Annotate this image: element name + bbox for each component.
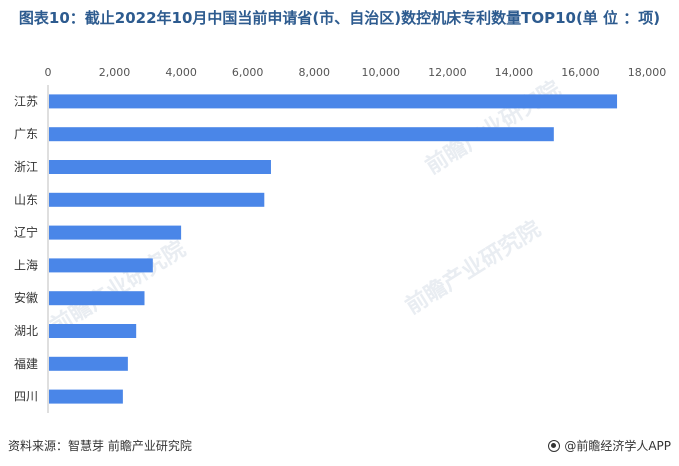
x-tick-label: 14,000 <box>495 66 534 79</box>
bar-chart: 0 2,000 4,000 6,000 8,000 10,000 12,000 14,000 1… <box>14 66 667 413</box>
y-category-label: 山东 <box>14 193 38 207</box>
y-category-label: 福建 <box>14 356 38 371</box>
bar <box>49 356 128 371</box>
bar <box>49 258 153 273</box>
bar <box>49 389 123 404</box>
y-category-label: 广东 <box>14 127 38 141</box>
bar <box>49 291 145 306</box>
x-tick-label: 8,000 <box>298 66 330 79</box>
bar <box>49 192 265 207</box>
x-tick-label: 16,000 <box>561 66 600 79</box>
brand-logo-icon <box>548 439 561 452</box>
x-tick-label: 10,000 <box>362 66 401 79</box>
y-category-label: 上海 <box>14 257 38 272</box>
y-category-label: 浙江 <box>14 160 38 174</box>
x-tick-label: 18,000 <box>628 66 667 79</box>
chart-title: 图表10：截止2022年10月中国当前申请省(市、自治区)数控机床专利数量TOP… <box>18 9 661 27</box>
y-category-label: 四川 <box>14 390 38 404</box>
y-category-label: 安徽 <box>14 290 38 305</box>
y-category-label: 辽宁 <box>14 225 38 240</box>
bar <box>49 160 271 174</box>
x-tick-label: 2,000 <box>99 66 131 79</box>
bar <box>49 127 554 142</box>
source-note: 资料来源：智慧芽 前瞻产业研究院 <box>8 439 192 453</box>
x-tick-label: 6,000 <box>232 66 264 79</box>
x-tick-label: 12,000 <box>428 66 467 79</box>
bar <box>49 324 137 338</box>
y-category-label: 江苏 <box>14 94 38 108</box>
brand-label: @前瞻经济学人APP <box>548 437 671 454</box>
y-category-label: 湖北 <box>14 323 38 338</box>
bar <box>49 94 618 109</box>
x-tick-label: 0 <box>45 66 52 79</box>
brand-text: @前瞻经济学人APP <box>564 439 671 453</box>
bar <box>49 225 182 240</box>
x-tick-label: 4,000 <box>165 66 197 79</box>
